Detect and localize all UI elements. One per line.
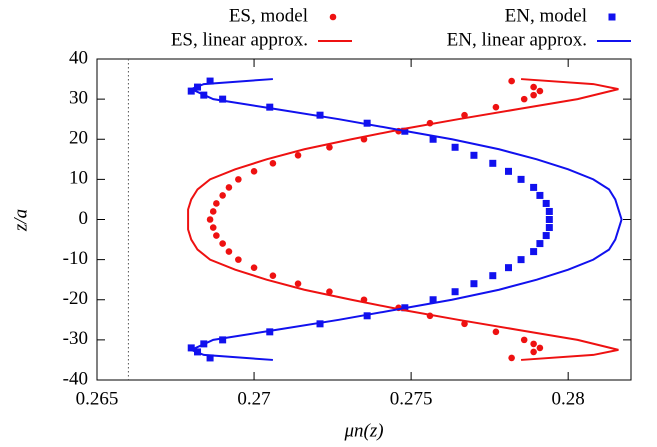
x-tick-label: 0.275 bbox=[390, 388, 433, 409]
data-point bbox=[219, 192, 226, 199]
data-point bbox=[429, 135, 437, 143]
data-point bbox=[429, 296, 437, 304]
data-point bbox=[470, 151, 478, 159]
data-point bbox=[219, 95, 227, 103]
y-tick-label: 20 bbox=[69, 128, 88, 149]
data-point bbox=[508, 354, 515, 362]
data-point bbox=[470, 280, 478, 288]
data-point bbox=[451, 143, 459, 151]
x-tick-label: 0.27 bbox=[237, 388, 270, 409]
data-point bbox=[530, 248, 538, 256]
legend-label: EN, model bbox=[505, 5, 587, 26]
data-point bbox=[461, 320, 468, 328]
data-point bbox=[209, 224, 217, 231]
data-point bbox=[206, 77, 214, 85]
y-tick-label: -30 bbox=[63, 328, 88, 349]
y-tick-label: -40 bbox=[63, 368, 88, 389]
data-point bbox=[504, 167, 512, 175]
data-line bbox=[187, 78, 619, 361]
data-point bbox=[187, 87, 195, 95]
data-point bbox=[294, 152, 302, 159]
data-point bbox=[206, 216, 214, 223]
data-point bbox=[520, 95, 528, 103]
data-point bbox=[536, 191, 544, 199]
legend-label: ES, model bbox=[229, 5, 308, 26]
x-tick-label: 0.28 bbox=[552, 388, 585, 409]
legend-swatch bbox=[608, 13, 616, 21]
data-point bbox=[492, 103, 500, 111]
y-axis-label: z/a bbox=[10, 209, 31, 232]
y-tick-label: 10 bbox=[69, 168, 88, 189]
data-point bbox=[530, 83, 537, 91]
y-tick-label: -10 bbox=[63, 248, 88, 269]
data-point bbox=[235, 176, 242, 183]
legend-label: EN, linear approx. bbox=[447, 29, 587, 50]
data-point bbox=[250, 168, 258, 175]
data-point bbox=[530, 348, 537, 356]
data-point bbox=[489, 272, 497, 280]
data-point bbox=[517, 256, 525, 264]
data-point bbox=[545, 216, 553, 223]
legend-label: ES, linear approx. bbox=[171, 29, 308, 50]
data-point bbox=[508, 77, 515, 85]
data-point bbox=[326, 143, 333, 151]
data-point bbox=[520, 336, 528, 344]
data-point bbox=[213, 200, 220, 207]
data-point bbox=[530, 183, 538, 191]
data-point bbox=[269, 160, 277, 167]
x-tick-label: 0.265 bbox=[76, 388, 119, 409]
y-tick-label: 40 bbox=[69, 47, 88, 68]
data-point bbox=[225, 248, 233, 255]
data-point bbox=[187, 344, 195, 352]
data-point bbox=[489, 159, 497, 167]
data-point bbox=[209, 208, 217, 215]
data-point bbox=[461, 111, 468, 119]
data-point bbox=[517, 175, 525, 183]
data-point bbox=[542, 232, 550, 240]
data-point bbox=[250, 264, 258, 271]
data-point bbox=[294, 280, 302, 288]
data-point bbox=[530, 91, 537, 99]
data-point bbox=[536, 240, 544, 248]
data-point bbox=[219, 240, 226, 247]
y-tick-label: -20 bbox=[63, 288, 88, 309]
data-point bbox=[451, 288, 459, 296]
data-point bbox=[225, 184, 233, 191]
data-point bbox=[213, 232, 220, 239]
data-point bbox=[536, 344, 544, 352]
data-point bbox=[235, 256, 242, 263]
data-point bbox=[545, 224, 553, 232]
legend-swatch bbox=[329, 13, 337, 21]
data-point bbox=[530, 340, 537, 348]
x-axis-label: μn(z) bbox=[343, 420, 383, 441]
data-point bbox=[219, 336, 227, 344]
data-point bbox=[492, 328, 500, 336]
data-point bbox=[504, 264, 512, 272]
data-point bbox=[206, 354, 214, 362]
data-line bbox=[188, 78, 623, 361]
data-point bbox=[536, 87, 544, 95]
data-point bbox=[269, 272, 277, 279]
y-tick-label: 0 bbox=[79, 208, 89, 229]
y-tick-label: 30 bbox=[69, 87, 88, 108]
data-point bbox=[542, 199, 550, 207]
data-point bbox=[326, 288, 333, 296]
data-point bbox=[545, 207, 553, 215]
